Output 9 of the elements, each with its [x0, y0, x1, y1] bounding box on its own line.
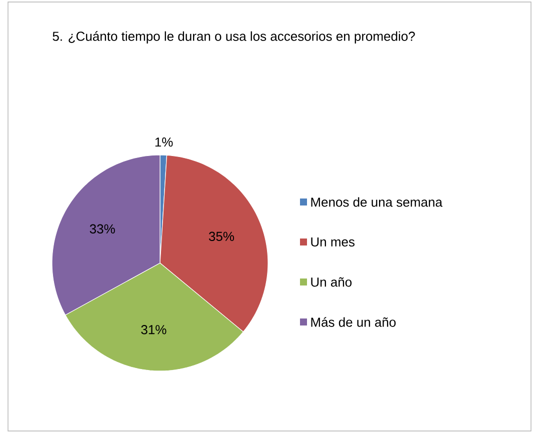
legend-label: Un mes	[311, 237, 355, 247]
legend-label: Un año	[311, 277, 352, 287]
legend-label: Menos de una semana	[311, 197, 442, 207]
data-label: 35%	[208, 232, 234, 241]
data-label: 33%	[90, 224, 115, 234]
chart-title: 5. ¿Cuánto tiempo le duran o usa los accesorios en promedio?	[52, 31, 415, 44]
data-label: 1%	[155, 138, 173, 147]
legend-label: Más de un año	[311, 317, 396, 327]
data-label: 31%	[141, 325, 166, 334]
